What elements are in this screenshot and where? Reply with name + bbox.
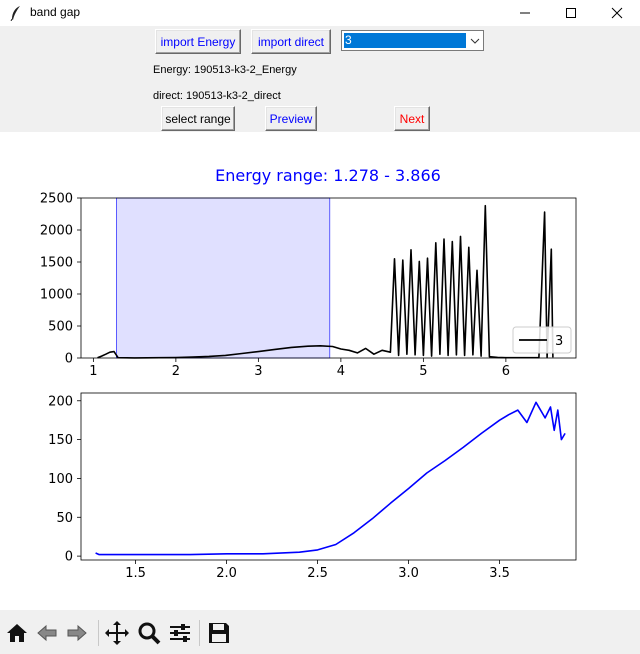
close-button[interactable] bbox=[594, 0, 640, 26]
configure-subplots-button[interactable] bbox=[165, 618, 195, 648]
import-direct-button[interactable]: import direct bbox=[251, 29, 331, 54]
axes-frame bbox=[80, 392, 577, 561]
forward-button[interactable] bbox=[62, 618, 92, 648]
zoom-icon bbox=[138, 622, 161, 645]
home-icon bbox=[7, 624, 27, 642]
y-tick-label: 1000 bbox=[40, 288, 73, 303]
series-line bbox=[95, 401, 566, 556]
back-button[interactable] bbox=[32, 618, 62, 648]
y-tick-label: 2500 bbox=[40, 192, 73, 207]
maximize-icon bbox=[566, 8, 576, 18]
x-tick-label: 3.5 bbox=[489, 566, 510, 581]
axes-frame bbox=[80, 197, 577, 359]
y-tick-label: 1500 bbox=[40, 256, 73, 271]
x-tick-label: 1 bbox=[89, 364, 97, 379]
x-tick-label: 2 bbox=[172, 364, 180, 379]
save-icon bbox=[209, 623, 229, 643]
energy-file-label: Energy: 190513-k3-2_Energy bbox=[153, 64, 297, 76]
y-tick-label: 150 bbox=[48, 433, 73, 448]
preview-button[interactable]: Preview bbox=[265, 106, 317, 131]
chart-title: Energy range: 1.278 - 3.866 bbox=[215, 166, 441, 185]
title-bar: band gap bbox=[0, 0, 640, 26]
y-tick-label: 500 bbox=[48, 320, 73, 335]
x-tick-label: 1.5 bbox=[125, 566, 146, 581]
chevron-down-icon[interactable] bbox=[466, 31, 483, 50]
selected-range-span[interactable] bbox=[116, 197, 331, 359]
minimize-icon bbox=[520, 12, 530, 14]
direct-chart: 1.5 2.0 2.5 3.0 3.5 0 50 100 150 200 bbox=[48, 392, 577, 581]
series-line bbox=[97, 204, 554, 359]
close-icon bbox=[611, 7, 623, 19]
forward-icon bbox=[67, 624, 87, 642]
x-tick-label: 2.0 bbox=[216, 566, 237, 581]
feather-icon bbox=[10, 6, 20, 21]
direct-file-label: direct: 190513-k3-2_direct bbox=[153, 90, 281, 102]
save-button[interactable] bbox=[204, 618, 234, 648]
navigation-toolbar bbox=[0, 610, 640, 654]
y-tick-label: 200 bbox=[48, 394, 73, 409]
energy-chart: 1 2 3 4 5 6 0 500 1000 1500 2000 2500 3 bbox=[40, 192, 577, 379]
legend-label: 3 bbox=[555, 334, 563, 349]
figure-svg: Energy range: 1.278 - 3.866 1 2 3 4 5 6050010… bbox=[40, 166, 577, 581]
legend: 3 bbox=[512, 326, 572, 354]
minimize-button[interactable] bbox=[502, 0, 548, 26]
x-tick-label: 3.0 bbox=[398, 566, 419, 581]
toolbar-separator bbox=[98, 620, 99, 646]
x-tick-label: 6 bbox=[502, 364, 510, 379]
series-selector-value: 3 bbox=[344, 33, 466, 48]
pan-button[interactable] bbox=[102, 618, 132, 648]
plot-canvas[interactable]: Energy range: 1.278 - 3.866 1 2 3 4 5 6 0 500 10… bbox=[0, 132, 640, 610]
pan-icon bbox=[105, 621, 129, 645]
y-tick-label: 0 bbox=[65, 550, 73, 565]
window-title: band gap bbox=[30, 5, 81, 19]
x-tick-label: 5 bbox=[419, 364, 427, 379]
configure-subplots-icon bbox=[170, 624, 190, 642]
x-tick-label: 3 bbox=[254, 364, 262, 379]
series-selector[interactable]: 3 bbox=[341, 30, 484, 51]
import-energy-button[interactable]: import Energy bbox=[155, 29, 241, 54]
y-tick-label: 0 bbox=[65, 352, 73, 367]
back-icon bbox=[37, 624, 57, 642]
zoom-button[interactable] bbox=[134, 618, 164, 648]
next-button[interactable]: Next bbox=[394, 106, 430, 131]
x-tick-label: 2.5 bbox=[307, 566, 328, 581]
x-tick-label: 4 bbox=[337, 364, 345, 379]
select-range-button[interactable]: select range bbox=[161, 106, 235, 131]
toolbar-separator bbox=[199, 620, 200, 646]
controls-panel: import Energy import direct 3 Energy: 19… bbox=[0, 26, 640, 132]
y-tick-label: 50 bbox=[56, 511, 73, 526]
y-tick-label: 2000 bbox=[40, 224, 73, 239]
y-tick-label: 100 bbox=[48, 472, 73, 487]
home-button[interactable] bbox=[2, 618, 32, 648]
maximize-button[interactable] bbox=[548, 0, 594, 26]
